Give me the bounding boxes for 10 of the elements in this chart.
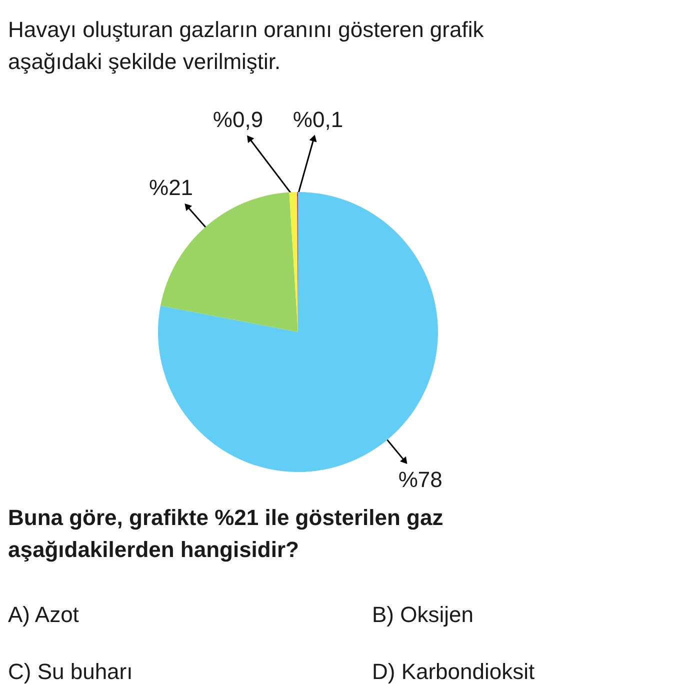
text: C) Su buharı bbox=[8, 659, 133, 684]
data-label: %0,9 bbox=[212, 107, 264, 132]
text: A) Azot bbox=[8, 602, 79, 627]
chart-title: Havayı oluşturan gazların oranını gösteren grafik aşağıdaki şekilde verilmiştir. bbox=[8, 17, 485, 74]
text: Buna göre, grafikte %21 ile gösterilen gaz aşağıdakilerden hangisidir? bbox=[8, 505, 444, 562]
data-label: %21 bbox=[149, 174, 194, 200]
text: B) Oksijen bbox=[372, 602, 474, 627]
data-label: %0,1 bbox=[292, 107, 344, 132]
data-label: %78 bbox=[398, 466, 442, 492]
text: D) Karbondioksit bbox=[372, 659, 535, 684]
